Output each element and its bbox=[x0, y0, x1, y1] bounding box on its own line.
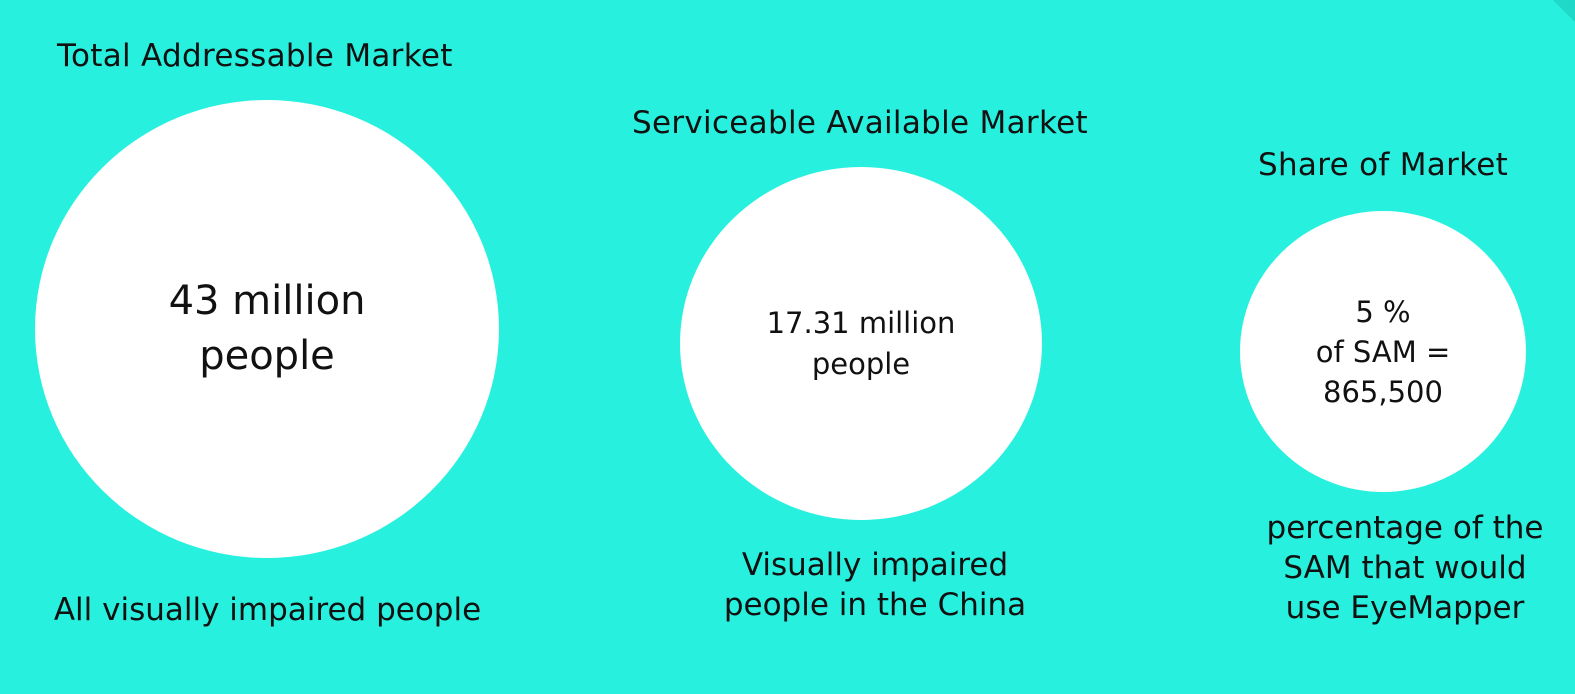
som-caption: percentage of the SAM that would use Eye… bbox=[1245, 508, 1565, 628]
sam-heading: Serviceable Available Market bbox=[632, 105, 1088, 141]
som-caption-line: use EyeMapper bbox=[1285, 590, 1525, 626]
som-circle: 5 % of SAM = 865,500 bbox=[1240, 211, 1526, 492]
tam-value-unit: people bbox=[199, 333, 335, 379]
sam-caption-line: people in the China bbox=[723, 587, 1027, 623]
tam-heading: Total Addressable Market bbox=[57, 38, 453, 74]
tam-value: 43 million bbox=[168, 278, 366, 324]
sam-value: 17.31 million bbox=[766, 305, 956, 340]
sam-circle: 17.31 million people bbox=[680, 167, 1042, 520]
tam-circle: 43 million people bbox=[35, 100, 499, 558]
som-value-count: 865,500 bbox=[1323, 374, 1443, 409]
som-value-percent: 5 % bbox=[1355, 294, 1411, 329]
sam-value-unit: people bbox=[811, 346, 911, 381]
som-caption-line: percentage of the bbox=[1266, 510, 1544, 546]
som-value-label: of SAM = bbox=[1315, 334, 1451, 369]
som-caption-line: SAM that would bbox=[1283, 550, 1527, 586]
som-heading: Share of Market bbox=[1258, 147, 1509, 183]
tam-caption: All visually impaired people bbox=[53, 592, 482, 628]
sam-caption: Visually impaired people in the China bbox=[690, 545, 1060, 625]
sam-caption-line: Visually impaired bbox=[741, 547, 1009, 583]
corner-accent bbox=[1553, 0, 1575, 22]
